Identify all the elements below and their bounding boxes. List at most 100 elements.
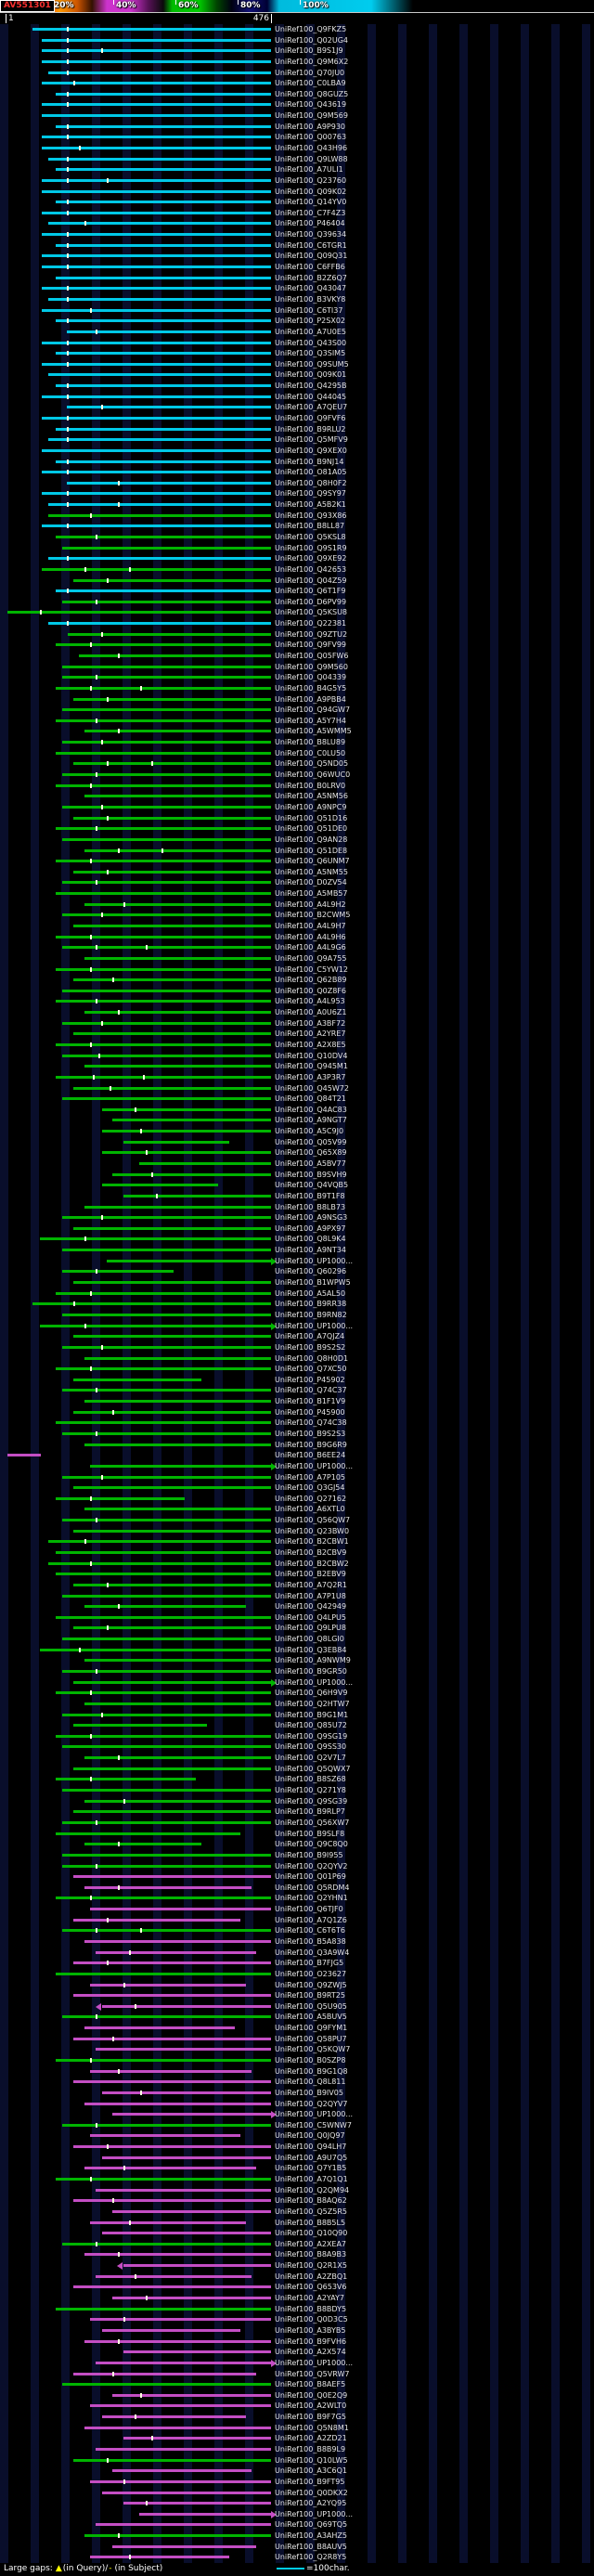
hit-bar[interactable] <box>123 2264 271 2268</box>
hit-bar[interactable] <box>62 1389 271 1392</box>
hit-bar[interactable] <box>41 147 271 150</box>
hit-bar[interactable] <box>62 805 271 809</box>
hit-bar[interactable] <box>55 1734 271 1738</box>
hit-bar[interactable] <box>84 1205 271 1209</box>
hit-label[interactable]: UniRef100_Q6T1F9 <box>275 587 346 596</box>
hit-label[interactable]: UniRef100_Q9A755 <box>275 953 347 963</box>
hit-bar[interactable] <box>41 308 271 312</box>
hit-label[interactable]: UniRef100_B8AQ62 <box>275 2196 347 2206</box>
hit-label[interactable]: UniRef100_Q2HTW7 <box>275 1699 350 1708</box>
hit-label[interactable]: UniRef100_B9GR50 <box>275 1667 347 1676</box>
hit-bar[interactable] <box>102 2004 271 2008</box>
hit-bar[interactable] <box>55 1691 271 1695</box>
hit-label[interactable]: UniRef100_B9S1J9 <box>275 46 343 56</box>
hit-bar[interactable] <box>55 1075 271 1079</box>
hit-label[interactable]: UniRef100_Q85U72 <box>275 1721 347 1730</box>
hit-bar[interactable] <box>62 1475 271 1479</box>
hit-bar[interactable] <box>62 1670 271 1674</box>
hit-bar[interactable] <box>84 1756 271 1760</box>
hit-bar[interactable] <box>62 1638 271 1641</box>
hit-label[interactable]: UniRef100_B9I955 <box>275 1850 343 1859</box>
hit-label[interactable]: UniRef100_Q9ZWJ5 <box>275 1980 347 1989</box>
hit-label[interactable]: UniRef100_Q7XC50 <box>275 1365 347 1374</box>
hit-label[interactable]: UniRef100_Q56XW7 <box>275 1818 350 1827</box>
hit-bar[interactable] <box>62 1054 271 1057</box>
hit-label[interactable]: UniRef100_A4L9H7 <box>275 921 346 930</box>
hit-label[interactable]: UniRef100_Q8GUZ5 <box>275 89 349 98</box>
hit-bar[interactable] <box>84 1011 271 1015</box>
hit-label[interactable]: UniRef100_A2X574 <box>275 2348 346 2357</box>
hit-bar[interactable] <box>62 773 271 777</box>
hit-label[interactable]: UniRef100_B2CBV9 <box>275 1548 347 1557</box>
hit-label[interactable]: UniRef100_Q51DE8 <box>275 846 348 855</box>
hit-label[interactable]: UniRef100_UP1000... <box>275 1256 354 1265</box>
hit-label[interactable]: UniRef100_Q43619 <box>275 100 347 110</box>
hit-bar[interactable] <box>84 902 271 906</box>
hit-label[interactable]: UniRef100_Q9ZTU2 <box>275 629 348 639</box>
hit-label[interactable]: UniRef100_UP1000... <box>275 1321 354 1330</box>
hit-bar[interactable] <box>62 837 271 841</box>
hit-bar[interactable] <box>106 1259 271 1262</box>
hit-label[interactable]: UniRef100_Q27162 <box>275 1494 347 1503</box>
hit-label[interactable]: UniRef100_A2ZBQ1 <box>275 2272 348 2281</box>
hit-bar[interactable] <box>62 1313 271 1316</box>
hit-label[interactable]: UniRef100_UP1000... <box>275 2358 354 2367</box>
hit-bar[interactable] <box>40 1237 271 1241</box>
hit-label[interactable]: UniRef100_C0LBA9 <box>275 79 346 88</box>
hit-label[interactable]: UniRef100_B9S2S3 <box>275 1429 346 1438</box>
hit-label[interactable]: UniRef100_Q2V7L7 <box>275 1754 346 1763</box>
hit-label[interactable]: UniRef100_B1F1V9 <box>275 1397 346 1406</box>
hit-label[interactable]: UniRef100_A3BYB5 <box>275 2325 346 2335</box>
hit-bar[interactable] <box>55 1832 240 1835</box>
hit-label[interactable]: UniRef100_B9RN82 <box>275 1310 347 1319</box>
hit-bar[interactable] <box>55 718 271 722</box>
hit-label[interactable]: UniRef100_A7Q1Z6 <box>275 1915 347 1924</box>
hit-bar[interactable] <box>41 265 271 269</box>
hit-label[interactable]: UniRef100_Q51DE0 <box>275 824 348 834</box>
hit-bar[interactable] <box>55 1291 271 1295</box>
hit-label[interactable]: UniRef100_Q74C38 <box>275 1418 347 1428</box>
hit-bar[interactable] <box>95 2274 252 2278</box>
hit-bar[interactable] <box>62 2015 271 2019</box>
hit-bar[interactable] <box>89 2404 271 2408</box>
hit-label[interactable]: UniRef100_Q6WUC0 <box>275 770 351 780</box>
hit-bar[interactable] <box>41 362 271 366</box>
hit-bar[interactable] <box>73 978 271 982</box>
hit-label[interactable]: UniRef100_D6PV99 <box>275 597 347 606</box>
hit-label[interactable]: UniRef100_Q3A9W4 <box>275 1948 350 1957</box>
hit-label[interactable]: UniRef100_Q2YHN1 <box>275 1894 348 1903</box>
hit-bar[interactable] <box>62 1249 271 1252</box>
hit-label[interactable]: UniRef100_Q2R8Y5 <box>275 2553 347 2562</box>
hit-label[interactable]: UniRef100_B9RLP7 <box>275 1807 345 1817</box>
hit-bar[interactable] <box>102 2328 240 2332</box>
hit-label[interactable]: UniRef100_Q65X89 <box>275 1148 347 1158</box>
hit-bar[interactable] <box>41 178 271 182</box>
hit-label[interactable]: UniRef100_Q45W72 <box>275 1083 349 1093</box>
hit-bar[interactable] <box>55 589 271 593</box>
hit-bar[interactable] <box>55 1573 271 1576</box>
hit-label[interactable]: UniRef100_B9SLF8 <box>275 1829 345 1838</box>
hit-label[interactable]: UniRef100_C0LU50 <box>275 748 346 757</box>
hit-label[interactable]: UniRef100_Q2QYV2 <box>275 1861 348 1871</box>
hit-bar[interactable] <box>84 1508 271 1511</box>
hit-label[interactable]: UniRef100_C6T6T6 <box>275 1926 345 1935</box>
hit-label[interactable]: UniRef100_Q6H9V9 <box>275 1689 348 1698</box>
hit-bar[interactable] <box>84 2534 271 2538</box>
hit-bar[interactable] <box>55 352 271 356</box>
hit-label[interactable]: UniRef100_A2X8E5 <box>275 1041 346 1049</box>
hit-bar[interactable] <box>84 1605 246 1609</box>
hit-label[interactable]: UniRef100_Q00763 <box>275 133 347 142</box>
hit-bar[interactable] <box>111 1119 271 1122</box>
hit-label[interactable]: UniRef100_C5YW12 <box>275 964 349 974</box>
hit-label[interactable]: UniRef100_Q01P69 <box>275 1872 346 1882</box>
hit-bar[interactable] <box>7 1454 41 1457</box>
hit-label[interactable]: UniRef100_B2CBW2 <box>275 1559 349 1568</box>
hit-label[interactable]: UniRef100_C6TI37 <box>275 305 343 315</box>
hit-bar[interactable] <box>78 654 271 658</box>
hit-bar[interactable] <box>62 1216 271 1220</box>
hit-bar[interactable] <box>41 189 271 193</box>
hit-label[interactable]: UniRef100_A2YQ95 <box>275 2499 347 2508</box>
hit-bar[interactable] <box>55 427 271 431</box>
hit-label[interactable]: UniRef100_B9S2S2 <box>275 1342 346 1352</box>
hit-bar[interactable] <box>73 1724 207 1728</box>
